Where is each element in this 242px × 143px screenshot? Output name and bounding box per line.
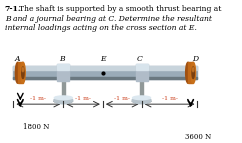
Text: D: D bbox=[192, 55, 198, 63]
Text: -1 m-: -1 m- bbox=[114, 96, 130, 101]
Ellipse shape bbox=[192, 67, 194, 79]
Text: 1800 N: 1800 N bbox=[23, 123, 49, 131]
Ellipse shape bbox=[15, 62, 20, 83]
Ellipse shape bbox=[132, 97, 151, 104]
Bar bbox=[57, 64, 69, 70]
Ellipse shape bbox=[22, 67, 24, 72]
Bar bbox=[188, 62, 193, 83]
Text: A: A bbox=[14, 55, 20, 63]
Bar bbox=[136, 64, 148, 70]
Text: -1 m-: -1 m- bbox=[161, 96, 178, 101]
Text: -1 m-: -1 m- bbox=[75, 96, 91, 101]
Ellipse shape bbox=[21, 62, 25, 83]
Bar bbox=[13, 77, 197, 79]
Ellipse shape bbox=[192, 67, 194, 72]
Ellipse shape bbox=[191, 62, 196, 83]
Bar bbox=[136, 64, 148, 81]
Text: -1 m-: -1 m- bbox=[30, 96, 46, 101]
Bar bbox=[18, 62, 23, 83]
Text: internal loadings acting on the cross section at E.: internal loadings acting on the cross se… bbox=[5, 24, 197, 32]
Ellipse shape bbox=[133, 96, 151, 100]
Bar bbox=[140, 79, 143, 98]
Ellipse shape bbox=[22, 67, 24, 79]
Bar bbox=[13, 66, 197, 70]
Text: 7-1.: 7-1. bbox=[5, 5, 21, 13]
Bar bbox=[62, 79, 65, 98]
Text: The shaft is supported by a smooth thrust bearing at: The shaft is supported by a smooth thrus… bbox=[19, 5, 222, 13]
Text: B: B bbox=[59, 55, 64, 63]
Ellipse shape bbox=[54, 97, 73, 104]
Text: 3600 N: 3600 N bbox=[185, 133, 211, 141]
Ellipse shape bbox=[54, 96, 72, 100]
Bar bbox=[57, 64, 69, 81]
Ellipse shape bbox=[186, 62, 190, 83]
Text: C: C bbox=[137, 55, 143, 63]
Text: E: E bbox=[100, 55, 106, 63]
Bar bbox=[13, 66, 197, 79]
Text: B and a journal bearing at C. Determine the resultant: B and a journal bearing at C. Determine … bbox=[5, 15, 212, 23]
